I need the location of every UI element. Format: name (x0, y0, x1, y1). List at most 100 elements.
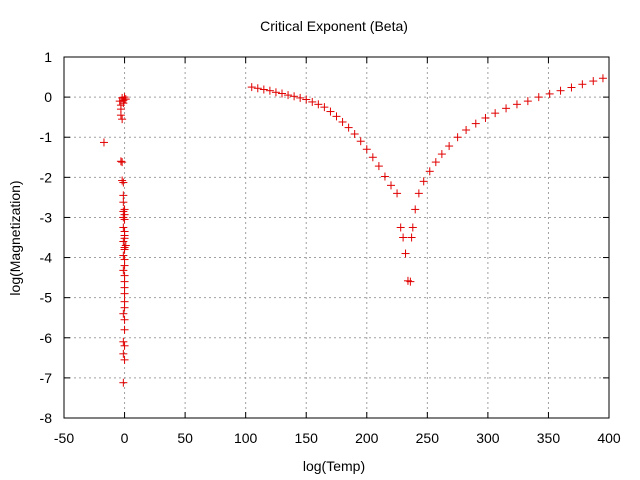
data-point (119, 191, 128, 200)
data-point (344, 123, 353, 132)
data-point (116, 111, 125, 120)
data-point (408, 223, 417, 232)
data-point (567, 83, 576, 92)
data-point (278, 89, 286, 98)
data-point (368, 153, 377, 162)
y-tick-label: 1 (44, 49, 52, 65)
data-point (338, 117, 347, 126)
y-tick-label: 0 (44, 89, 52, 105)
data-point (350, 130, 359, 139)
data-points (99, 74, 607, 387)
data-point (393, 189, 402, 198)
data-point (119, 213, 128, 222)
data-point (419, 177, 428, 186)
data-point (119, 251, 128, 260)
data-point (491, 109, 500, 118)
data-point (411, 205, 420, 214)
x-tick-label: 350 (537, 430, 561, 446)
data-point (523, 97, 532, 106)
data-point (119, 266, 128, 275)
data-point (502, 104, 511, 113)
x-tick-label: 0 (121, 430, 129, 446)
data-point (399, 233, 408, 242)
data-point (445, 142, 454, 151)
y-tick-label: -6 (40, 330, 53, 346)
data-point (598, 74, 607, 83)
y-tick-label: -3 (40, 209, 53, 225)
data-point (119, 223, 128, 232)
data-point (414, 189, 423, 198)
data-point (120, 234, 129, 243)
data-point (118, 176, 127, 185)
data-point (374, 162, 383, 171)
y-tick-label: -8 (40, 410, 53, 426)
data-point (119, 237, 128, 246)
data-point (116, 157, 125, 166)
data-point (118, 115, 127, 124)
y-tick-label: -4 (40, 250, 53, 266)
y-tick-label: -7 (40, 370, 53, 386)
data-point (119, 198, 128, 207)
x-tick-label: -50 (54, 430, 74, 446)
plot-frame (63, 56, 610, 419)
data-point (401, 249, 410, 258)
data-point (247, 83, 256, 92)
y-axis-label: log(Magnetization) (7, 180, 23, 295)
data-point (437, 150, 446, 159)
data-point (99, 138, 108, 147)
grid (64, 57, 609, 418)
data-point (121, 241, 130, 250)
data-point (578, 80, 587, 89)
data-point (462, 126, 471, 135)
data-point (545, 89, 554, 98)
data-point (271, 88, 280, 97)
data-point (326, 107, 335, 116)
data-point (119, 178, 128, 187)
data-point (589, 77, 598, 86)
data-point (407, 233, 416, 242)
data-point (302, 95, 311, 104)
x-tick-label: 400 (597, 430, 621, 446)
data-point (119, 337, 128, 346)
data-point (119, 349, 128, 358)
data-point (296, 93, 305, 102)
data-point (120, 261, 129, 270)
data-point (380, 172, 389, 181)
x-tick-label: 100 (234, 430, 258, 446)
y-tick-label: -1 (40, 129, 53, 145)
data-point (362, 145, 371, 154)
x-tick-label: 250 (416, 430, 440, 446)
data-point (556, 86, 565, 95)
data-point (120, 303, 129, 312)
data-point (471, 119, 480, 128)
data-point (120, 355, 129, 364)
data-point (387, 181, 395, 190)
data-point (396, 223, 405, 232)
data-point (259, 85, 268, 94)
data-point (118, 158, 127, 167)
data-point (120, 325, 129, 334)
data-point (534, 93, 543, 102)
data-point (120, 341, 129, 350)
data-point (119, 309, 128, 318)
data-point (119, 99, 128, 108)
ticks: -50 0 50 100 150 200 250 300 350 400 1 0 -1 -2 -3 -4 -5 -… (40, 49, 621, 446)
data-point (253, 84, 262, 93)
data-point (512, 100, 521, 109)
x-tick-label: 200 (355, 430, 379, 446)
data-point (332, 112, 341, 121)
data-point (453, 133, 462, 142)
data-point (120, 95, 129, 104)
chart-title: Critical Exponent (Beta) (260, 18, 408, 34)
data-point (120, 215, 129, 224)
data-point (308, 97, 317, 106)
x-axis-label: log(Temp) (303, 458, 365, 474)
data-point (356, 137, 365, 146)
data-point (120, 315, 129, 324)
data-point (320, 103, 329, 112)
data-point (120, 245, 129, 254)
data-point (119, 378, 128, 387)
data-point (314, 100, 323, 109)
data-point (431, 158, 440, 167)
